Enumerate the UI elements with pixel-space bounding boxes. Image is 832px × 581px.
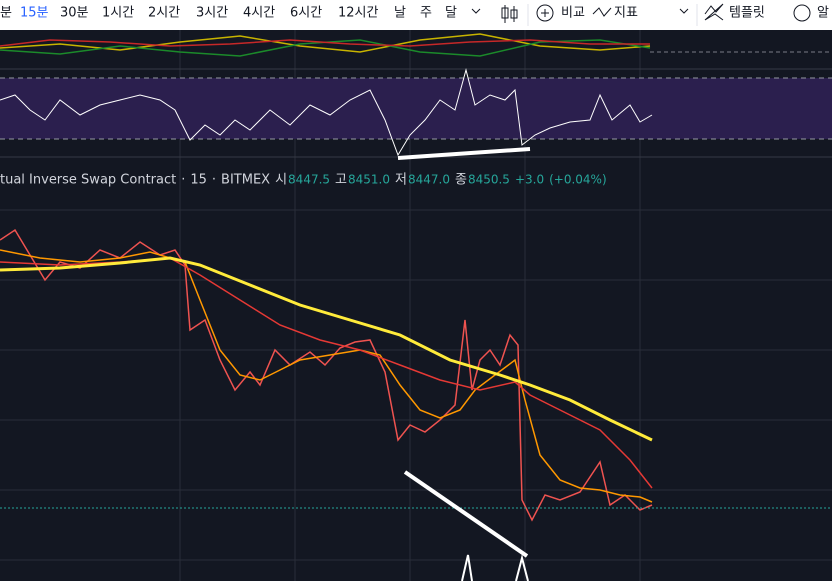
template-icon xyxy=(704,3,724,21)
chevron xyxy=(471,8,481,14)
interval-button[interactable]: 12시간 xyxy=(338,6,379,21)
osc-line xyxy=(0,33,651,53)
legend-interval: 15 xyxy=(190,173,207,188)
legend: tual Inverse Swap Contract · 15 · BITMEX 시 844… xyxy=(0,173,607,188)
legend-symbol: tual Inverse Swap Contract xyxy=(0,173,176,188)
legend-low: 8447.0 xyxy=(408,173,450,187)
rsi-line xyxy=(0,68,653,157)
legend-high-label: 고 xyxy=(335,173,347,188)
legend-open: 8447.5 xyxy=(288,173,330,187)
legend-exchange: BITMEX xyxy=(221,173,270,188)
templates-button[interactable]: 템플릿 xyxy=(729,6,765,21)
grid xyxy=(0,30,832,581)
legend-low-label: 저 xyxy=(395,173,407,188)
interval-button[interactable]: 3시간 xyxy=(196,6,228,21)
arrow-marker xyxy=(461,554,529,581)
legend-dot2: · xyxy=(212,173,216,188)
alert-icon[interactable] xyxy=(793,4,811,22)
legend-change: +3.0 xyxy=(515,173,544,187)
interval-button[interactable]: 날 xyxy=(394,6,406,21)
ma-slow xyxy=(0,256,653,442)
interval-button[interactable]: 1시간 xyxy=(102,6,134,21)
compare-icon[interactable] xyxy=(536,4,554,22)
interval-button[interactable]: 30분 xyxy=(60,6,89,21)
interval-button[interactable]: 달 xyxy=(445,6,457,21)
legend-high: 8451.0 xyxy=(348,173,390,187)
legend-change-pct: (+0.04%) xyxy=(549,173,607,187)
interval-group: 분 15분 30분 1시간 2시간 3시간 4시간 6시간 12시간 날 주 달 xyxy=(0,6,457,21)
toolbar xyxy=(0,0,832,30)
legend-open-label: 시 xyxy=(275,173,287,188)
legend-dot1: · xyxy=(181,173,185,188)
alert-button[interactable]: 알 xyxy=(817,6,829,21)
compare-button[interactable]: 비교 xyxy=(561,6,585,21)
legend-close: 8450.5 xyxy=(468,173,510,187)
interval-button[interactable]: 15분 xyxy=(20,6,49,21)
osc-line xyxy=(0,39,650,47)
interval-button[interactable]: 4시간 xyxy=(243,6,275,21)
divergence-line xyxy=(397,147,531,160)
interval-button[interactable]: 분 xyxy=(0,6,12,21)
compare-plus xyxy=(541,9,549,17)
chart-type-icon xyxy=(501,5,518,23)
indicators-button[interactable]: 지표 xyxy=(614,6,638,21)
interval-button[interactable]: 주 xyxy=(420,6,432,21)
rsi-band xyxy=(0,78,832,139)
interval-button[interactable]: 6시간 xyxy=(290,6,322,21)
interval-button[interactable]: 2시간 xyxy=(148,6,180,21)
price-line xyxy=(0,228,653,522)
chevron xyxy=(679,8,689,14)
divergence-line xyxy=(403,470,529,558)
indicator-icon xyxy=(592,7,612,17)
legend-close-label: 종 xyxy=(455,173,467,188)
